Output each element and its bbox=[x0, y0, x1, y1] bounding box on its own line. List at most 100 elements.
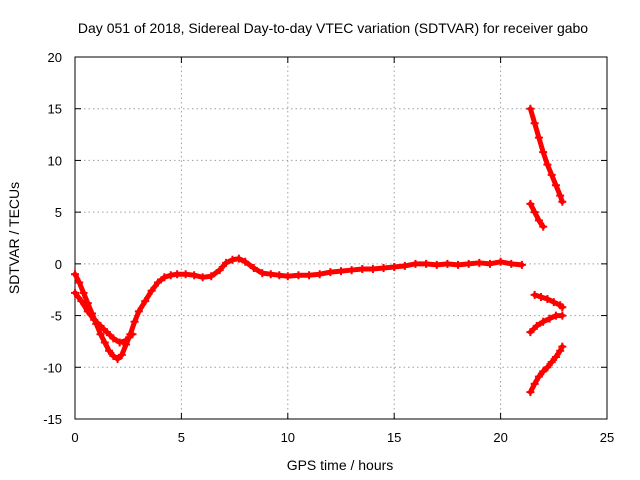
data-point bbox=[530, 208, 539, 217]
data-point bbox=[558, 197, 567, 206]
data-point bbox=[517, 260, 526, 269]
data-point bbox=[379, 263, 388, 272]
data-point bbox=[96, 330, 105, 339]
plot-frame bbox=[74, 56, 608, 420]
data-point bbox=[166, 271, 175, 280]
data-point bbox=[222, 258, 231, 267]
data-point bbox=[537, 292, 546, 301]
data-point bbox=[283, 272, 292, 281]
data-series-line bbox=[527, 201, 546, 230]
y-tick-label: 10 bbox=[48, 153, 62, 168]
data-point bbox=[368, 265, 377, 274]
data-series-line bbox=[72, 290, 135, 345]
data-point bbox=[556, 346, 565, 355]
grid bbox=[75, 57, 607, 419]
data-point bbox=[190, 271, 199, 280]
data-point bbox=[539, 367, 548, 376]
data-point bbox=[532, 321, 541, 330]
data-point bbox=[100, 338, 109, 347]
data-point bbox=[173, 270, 182, 279]
data-point bbox=[358, 265, 367, 274]
data-point bbox=[130, 317, 139, 326]
data-point bbox=[547, 170, 556, 179]
data-point bbox=[79, 288, 88, 297]
data-point bbox=[134, 307, 143, 316]
data-point bbox=[122, 336, 131, 345]
x-tick-label: 20 bbox=[493, 430, 507, 445]
data-point bbox=[215, 266, 224, 275]
data-point bbox=[549, 298, 558, 307]
data-point bbox=[294, 271, 303, 280]
data-point bbox=[90, 315, 99, 324]
y-axis-label: SDTVAR / TECUs bbox=[6, 182, 22, 294]
x-tick-label: 0 bbox=[71, 430, 78, 445]
data-point bbox=[534, 133, 543, 142]
data-point bbox=[547, 358, 556, 367]
data-point bbox=[75, 278, 84, 287]
data-point bbox=[234, 254, 243, 263]
data-point bbox=[422, 259, 431, 268]
chart-title: Day 051 of 2018, Sidereal Day-to-day VTE… bbox=[78, 20, 588, 36]
data-point bbox=[556, 191, 565, 200]
data-point bbox=[526, 104, 535, 113]
data-point bbox=[539, 148, 548, 157]
data-point bbox=[543, 363, 552, 372]
x-tick-label: 10 bbox=[281, 430, 295, 445]
data-point bbox=[105, 346, 114, 355]
data-point bbox=[443, 259, 452, 268]
x-tick-label: 15 bbox=[387, 430, 401, 445]
data-point bbox=[71, 270, 79, 279]
data-point bbox=[181, 270, 190, 279]
data-point bbox=[530, 379, 539, 388]
y-tick-label: 15 bbox=[48, 102, 62, 117]
data-point bbox=[109, 334, 118, 343]
y-tick-label: -15 bbox=[43, 412, 62, 427]
data-point bbox=[485, 259, 494, 268]
data-point bbox=[160, 273, 169, 282]
y-tick-label: -10 bbox=[43, 360, 62, 375]
data-point bbox=[534, 216, 543, 225]
data-point bbox=[275, 271, 284, 280]
data-point bbox=[496, 257, 505, 266]
data-point bbox=[530, 119, 539, 128]
data-point bbox=[153, 278, 162, 287]
data-point bbox=[241, 257, 250, 266]
data-point bbox=[147, 286, 156, 295]
data-point bbox=[526, 328, 535, 337]
data-point bbox=[526, 388, 535, 397]
data-point bbox=[83, 307, 92, 316]
data-point bbox=[390, 262, 399, 271]
data-point bbox=[347, 266, 356, 275]
data-point bbox=[96, 321, 105, 330]
data-point bbox=[400, 261, 409, 270]
data-point bbox=[77, 297, 86, 306]
data-point bbox=[305, 271, 314, 280]
x-axis-label: GPS time / hours bbox=[287, 457, 394, 473]
data-point bbox=[207, 272, 216, 281]
y-tick-label: -5 bbox=[50, 309, 62, 324]
data-point bbox=[71, 288, 79, 297]
data-point bbox=[464, 259, 473, 268]
data-point bbox=[539, 222, 548, 231]
data-point bbox=[128, 330, 137, 339]
data-point bbox=[266, 270, 275, 279]
data-point bbox=[526, 199, 535, 208]
data-point bbox=[249, 263, 258, 272]
y-tick-label: 5 bbox=[55, 205, 62, 220]
data-point bbox=[113, 355, 122, 364]
axis-ticks: 0 5 10 15 20 25 -15 -10 -5 0 5 10 15 20 bbox=[43, 50, 614, 445]
y-tick-label: 20 bbox=[48, 50, 62, 65]
data-point bbox=[109, 351, 118, 360]
data-point bbox=[454, 260, 463, 269]
data-point bbox=[432, 260, 441, 269]
data-point bbox=[545, 314, 554, 323]
data-point bbox=[558, 342, 567, 351]
data-point bbox=[228, 255, 237, 264]
data-point bbox=[198, 273, 207, 282]
data-point bbox=[558, 311, 567, 320]
data-point bbox=[315, 270, 324, 279]
data-point bbox=[258, 269, 267, 278]
data-point bbox=[534, 372, 543, 381]
y-tick-label: 0 bbox=[55, 257, 62, 272]
